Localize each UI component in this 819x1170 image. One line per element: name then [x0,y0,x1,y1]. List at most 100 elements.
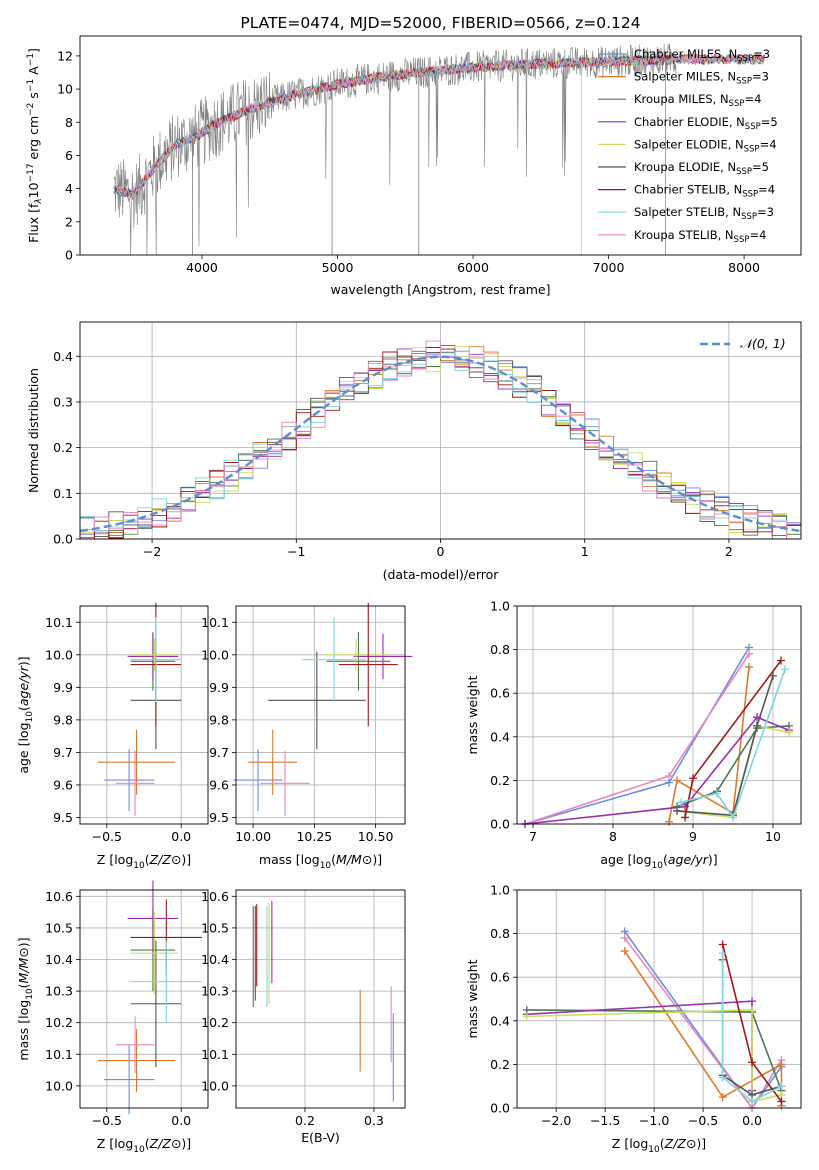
y-tick-label: 10.4 [201,952,229,967]
weight-series-2 [524,653,750,825]
x-tick-label: −2 [143,544,161,559]
x-tick-label: 0.2 [295,1113,315,1128]
y-tick-label: 9.9 [209,680,229,695]
spectrum-axes: 4000 5000 6000 7000 8000 0 2 4 6 8 10 12 [57,48,760,275]
x-tick-label: 0.0 [171,1113,191,1128]
weight-marker [777,656,785,665]
y-tick-label: 10.2 [45,1015,73,1030]
y-tick-label: 10.0 [45,1078,73,1093]
weight-marker [777,1060,786,1069]
y-tick-label: 10.1 [201,1047,229,1062]
weight-marker [665,817,673,826]
x-axis-label: (data-model)/error [383,567,500,582]
y-tick-label: 9.6 [53,777,73,792]
x-tick-label: 10.00 [235,829,271,844]
x-tick-label: 0.0 [742,1113,762,1128]
y-tick-label: 10.5 [201,920,229,935]
x-tick-label: 0.0 [171,829,191,844]
y-tick-label: 10.1 [45,615,73,630]
x-tick-label: 6000 [457,260,489,275]
y-tick-label: 0.6 [490,686,510,701]
weight-marker [718,940,727,949]
weight-marker [665,772,673,781]
legend-entry: Chabrier MILES, NSSP=3 [634,47,770,64]
weight-marker [689,774,697,783]
y-tick-label: 10.2 [201,1015,229,1030]
y-tick-label: 0.2 [490,773,510,788]
x-axis-label: age [log10(age/yr)] [600,852,717,871]
residuals-frame [79,321,802,540]
y-tick-label: 10.1 [201,615,229,630]
y-tick-label: 0 [65,248,73,263]
weight-marker [681,813,689,822]
weight-marker [673,776,681,785]
y-tick-label: 0.0 [53,532,73,547]
weight-series-5 [526,1000,753,1091]
x-tick-label: 1 [581,544,589,559]
y-tick-label: 0.1 [53,486,73,501]
weight-series-1 [524,646,750,825]
x-tick-label: −1 [287,544,305,559]
y-tick-label: 9.8 [209,712,229,727]
age_vs_Z-axes: −0.5 0.0 9.5 9.6 9.7 9.8 9.9 10.0 10.1 [45,606,208,844]
x-tick-label: −1.0 [639,1113,669,1128]
x-axis-label: Z [log10(Z/Z⊙)] [97,852,191,871]
legend-entry: 𝒩(0, 1) [740,336,786,351]
weight-marker [748,997,757,1006]
weight-marker [522,1012,531,1021]
y-tick-label: 10 [57,82,73,97]
y-tick-label: 0.0 [490,1101,510,1116]
weight-series-5 [524,716,790,825]
y-axis-label: mass [log10(M/M⊙)] [16,937,35,1060]
spectrum-frame [79,35,802,256]
weight-marker [718,1073,727,1082]
x-tick-label: −0.5 [92,829,122,844]
y-tick-label: 2 [65,214,73,229]
legend-entry: Chabrier STELIB, NSSP=4 [634,183,775,200]
weight-marker [718,1093,727,1102]
legend-entry: Salpeter ELODIE, NSSP=4 [634,137,777,154]
x-tick-label: 7000 [593,260,625,275]
x-tick-label: −0.5 [688,1113,718,1128]
y-tick-label: 9.5 [209,810,229,825]
y-tick-label: 0.8 [490,926,510,941]
weight-marker [781,665,789,674]
y-tick-label: 0.2 [53,440,73,455]
x-axis-label: wavelength [Angstrom, rest frame] [330,282,550,297]
y-tick-label: 4 [65,181,73,196]
weight-series-6 [526,1009,782,1103]
x-tick-label: 2 [725,544,733,559]
normal-curve [79,355,802,533]
weight-series-9 [721,953,782,1103]
x-tick-label: 0.3 [364,1113,384,1128]
weight-marker [753,721,761,730]
y-tick-label: 10.0 [45,647,73,662]
weight-marker [713,789,721,798]
y-tick-label: 10.6 [201,889,229,904]
y-tick-label: 0.0 [490,817,510,832]
y-tick-label: 10.0 [201,1078,229,1093]
weight-marker [718,949,727,958]
weight-marker [748,1005,757,1014]
y-tick-label: 1.0 [490,599,510,614]
x-axis-label: Z [log10(Z/Z⊙)] [612,1136,706,1155]
x-tick-label: 8000 [728,260,760,275]
y-tick-label: 0.4 [53,349,73,364]
x-tick-label: 0 [437,544,445,559]
mass_vs_ebv-axes: 0.2 0.3 10.0 10.1 10.2 10.3 10.4 10.5 10.6 [201,889,405,1128]
x-tick-label: 10.50 [358,829,394,844]
spectrum-legend: Chabrier MILES, NSSP=3 Salpeter MILES, NS… [598,47,778,245]
x-tick-label: −1.5 [590,1113,620,1128]
legend-entry: Salpeter STELIB, NSSP=3 [634,205,774,222]
weight-marker [777,1082,786,1091]
legend-entry: Kroupa STELIB, NSSP=4 [634,228,766,245]
x-tick-label: 4000 [186,260,218,275]
weight-marker [748,1058,757,1067]
mass_vs_Z-frame [79,889,209,1109]
weight-marker [673,806,681,815]
weight-marker [785,728,793,737]
mass_vs_ebv-frame [235,889,406,1109]
weight_vs_age-frame [516,605,802,825]
x-tick-label: 8 [609,829,617,844]
y-axis-label: mass weight [465,675,480,754]
